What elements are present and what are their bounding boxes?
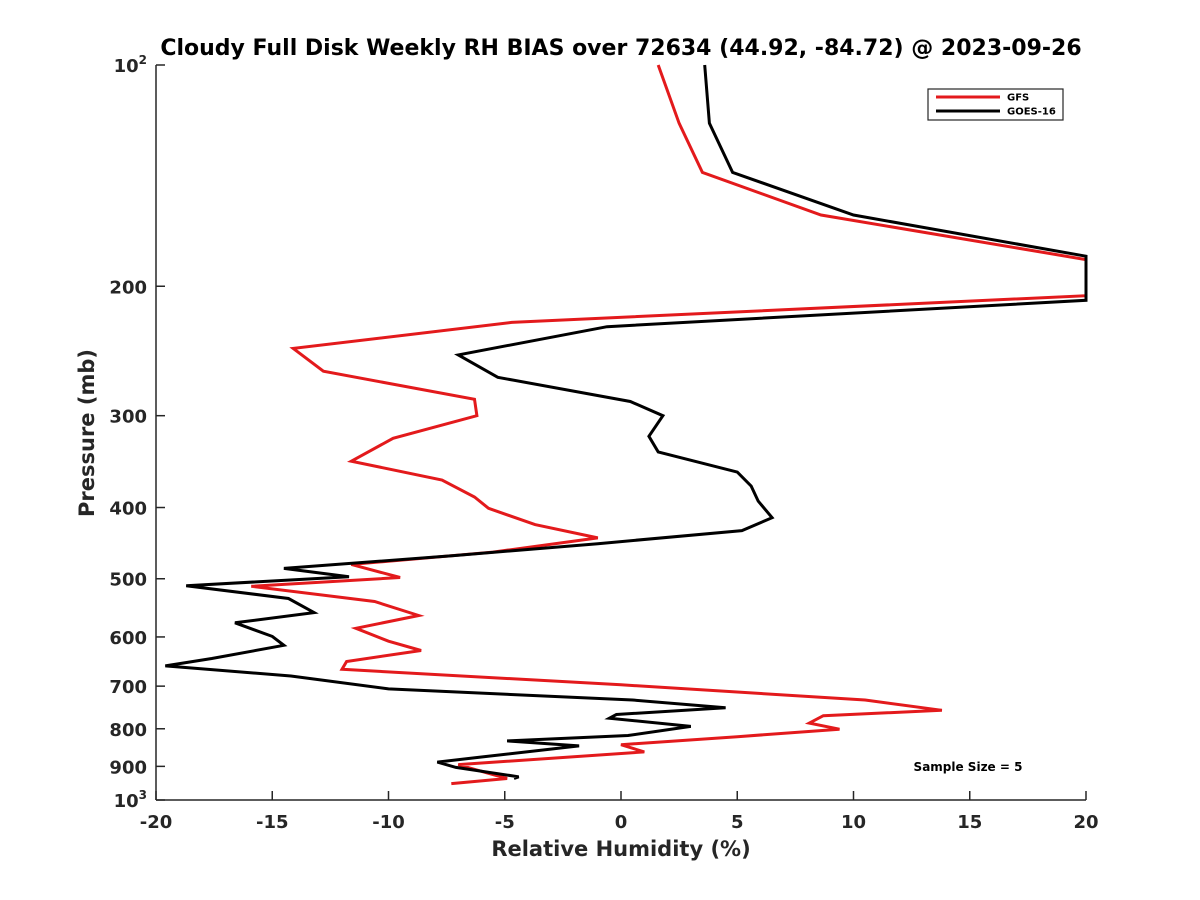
chart-title: Cloudy Full Disk Weekly RH BIAS over 726…: [160, 36, 1081, 61]
series-line-goes-16: [165, 64, 1088, 780]
x-ticks: -20 -15 -10 -5 0 5 10 15 20: [140, 791, 1099, 833]
x-tick-label: -10: [372, 812, 405, 833]
x-tick-label: -15: [256, 812, 289, 833]
series-line-gfs: [251, 64, 1088, 786]
legend-label: GOES-16: [1007, 107, 1056, 118]
y-tick-label: 102: [114, 53, 147, 77]
x-tick-label: 10: [841, 812, 866, 833]
x-tick-label: -20: [140, 812, 173, 833]
y-ticks: 102 200 300 400 500 600 700 800 900 103: [109, 53, 165, 812]
legend-box: [927, 88, 1064, 121]
y-tick-label: 300: [109, 407, 147, 428]
series-layer: [165, 64, 1088, 786]
x-tick-label: 20: [1073, 812, 1098, 833]
y-tick-label: 900: [109, 757, 147, 778]
sample-size-annotation: Sample Size = 5: [914, 760, 1023, 774]
x-tick-label: 0: [615, 812, 628, 833]
y-tick-label: 800: [109, 720, 147, 741]
y-tick-label: 200: [109, 277, 147, 298]
legend: GFS GOES-16: [927, 88, 1064, 121]
y-axis-label: Pressure (mb): [75, 349, 99, 517]
x-tick-label: -5: [495, 812, 515, 833]
y-tick-label: 600: [109, 628, 147, 649]
y-tick-label: 500: [109, 570, 147, 591]
x-axis-label: Relative Humidity (%): [491, 837, 750, 861]
y-tick-label: 400: [109, 499, 147, 520]
x-tick-label: 5: [731, 812, 744, 833]
legend-label: GFS: [1007, 93, 1029, 104]
x-tick-label: 15: [957, 812, 982, 833]
y-tick-label: 103: [114, 788, 147, 812]
y-tick-label: 700: [109, 677, 147, 698]
